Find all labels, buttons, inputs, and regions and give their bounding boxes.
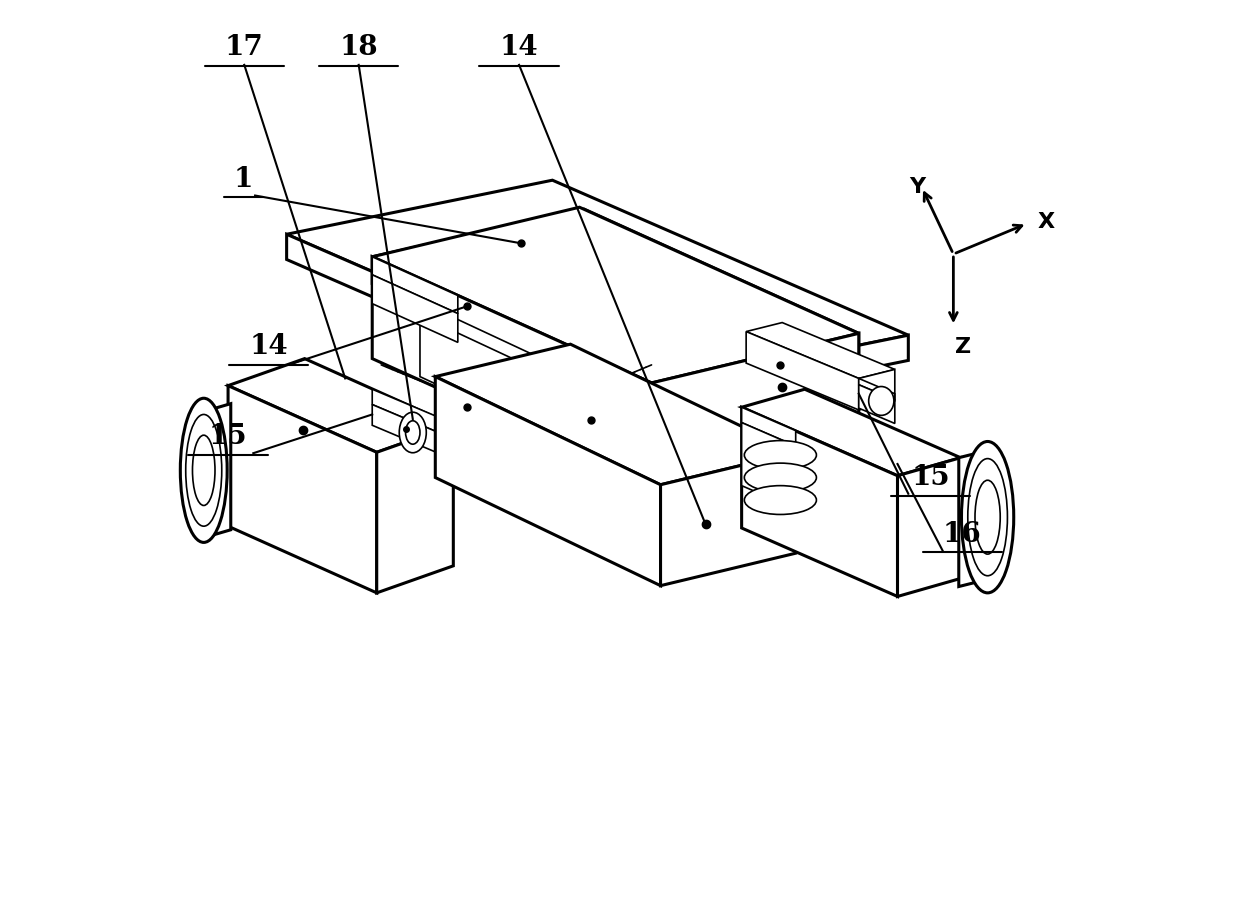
Text: 14: 14 [249,333,288,360]
Ellipse shape [180,398,227,542]
Ellipse shape [744,441,816,469]
Ellipse shape [869,387,894,415]
Polygon shape [959,452,981,587]
Text: X: X [1038,212,1055,232]
Text: Y: Y [909,177,925,196]
Polygon shape [435,377,661,586]
Ellipse shape [399,413,427,452]
Text: 17: 17 [224,34,264,61]
Polygon shape [746,323,895,378]
Polygon shape [742,407,796,446]
Text: 16: 16 [942,521,982,548]
Text: 1: 1 [233,166,253,193]
Polygon shape [651,333,859,485]
Ellipse shape [744,486,816,514]
Ellipse shape [465,371,551,467]
Ellipse shape [405,421,420,444]
Ellipse shape [744,463,816,492]
Polygon shape [377,425,454,593]
Polygon shape [372,275,458,342]
Ellipse shape [186,414,222,526]
Polygon shape [742,423,796,509]
Polygon shape [372,257,458,314]
Polygon shape [742,389,961,476]
Polygon shape [286,234,642,414]
Text: 15: 15 [208,423,247,450]
Text: 18: 18 [340,34,378,61]
Polygon shape [742,407,898,596]
Polygon shape [228,359,454,452]
Polygon shape [372,405,454,460]
Polygon shape [286,180,909,389]
Polygon shape [372,389,454,439]
Polygon shape [556,405,589,455]
Polygon shape [372,209,859,380]
Polygon shape [859,378,895,400]
Ellipse shape [480,388,534,450]
Polygon shape [435,344,796,485]
Polygon shape [210,404,231,536]
Polygon shape [420,302,651,485]
Polygon shape [228,386,377,593]
Ellipse shape [192,435,215,505]
Polygon shape [372,257,651,485]
Polygon shape [661,452,796,586]
Polygon shape [556,439,589,469]
Text: 15: 15 [911,464,950,491]
Polygon shape [746,332,859,410]
Ellipse shape [961,441,1014,593]
Polygon shape [859,385,895,423]
Ellipse shape [967,459,1007,576]
Polygon shape [642,335,909,414]
Text: Z: Z [955,337,971,357]
Polygon shape [647,333,859,407]
Polygon shape [372,207,859,383]
Polygon shape [372,257,647,407]
Ellipse shape [562,416,588,443]
Polygon shape [898,458,961,596]
Polygon shape [859,369,895,410]
Ellipse shape [975,480,1001,554]
Text: 14: 14 [500,34,538,61]
